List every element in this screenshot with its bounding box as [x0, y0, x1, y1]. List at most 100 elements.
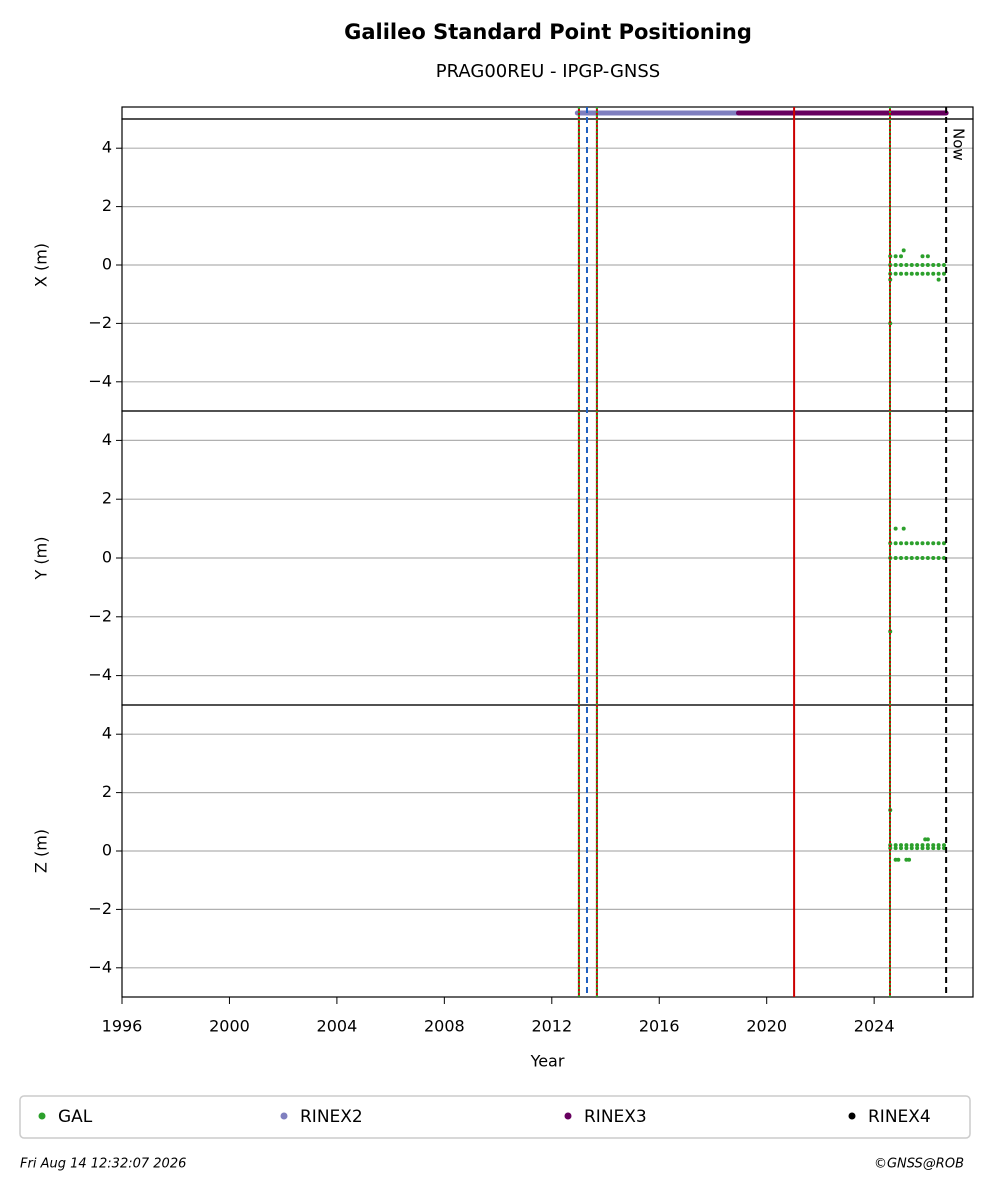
legend-marker: [280, 1112, 288, 1120]
data-point: [907, 857, 912, 862]
data-point: [893, 526, 898, 531]
x-tick-label: 1996: [102, 1017, 143, 1036]
data-point: [931, 846, 936, 851]
x-tick-label: 2024: [854, 1017, 895, 1036]
chart-title: Galileo Standard Point Positioning: [344, 20, 752, 44]
data-point: [920, 843, 925, 848]
y-tick-label: 4: [102, 724, 112, 743]
data-point: [904, 263, 909, 267]
data-point: [941, 843, 946, 848]
data-point: [893, 843, 898, 848]
data-point: [936, 843, 941, 848]
data-point: [893, 556, 898, 560]
data-point: [920, 271, 925, 276]
data-point: [925, 271, 930, 276]
x-tick-label: 2012: [531, 1017, 572, 1036]
copyright: ©GNSS@ROB: [874, 1157, 964, 1172]
data-point: [915, 556, 920, 560]
legend-label: GAL: [58, 1107, 93, 1127]
data-point: [941, 263, 946, 267]
y-tick-label: −2: [88, 313, 112, 332]
data-point: [896, 857, 901, 862]
data-point: [936, 263, 941, 267]
data-point: [909, 843, 914, 848]
data-point: [925, 254, 930, 259]
data-point: [941, 271, 946, 276]
data-point: [893, 846, 898, 851]
data-point: [899, 254, 904, 259]
data-point: [925, 846, 930, 851]
panel-frame: [121, 704, 974, 998]
y-tick-label: −4: [88, 371, 112, 390]
data-point: [931, 541, 936, 546]
x-tick-label: 2000: [209, 1017, 250, 1036]
x-tick-label: 2016: [639, 1017, 680, 1036]
data-point: [920, 541, 925, 546]
data-point: [899, 556, 904, 560]
data-point: [904, 556, 909, 560]
data-point: [936, 846, 941, 851]
data-point: [931, 263, 936, 267]
data-point: [901, 526, 906, 531]
data-point: [909, 271, 914, 276]
data-point: [931, 556, 936, 560]
data-point: [941, 846, 946, 851]
y-axis-label: X (m): [32, 243, 51, 287]
data-point: [936, 541, 941, 546]
legend-label: RINEX3: [584, 1107, 647, 1127]
data-point: [899, 263, 904, 267]
y-tick-label: −2: [88, 899, 112, 918]
x-tick-label: 2020: [746, 1017, 787, 1036]
y-tick-label: 4: [102, 138, 112, 157]
data-point: [925, 837, 930, 842]
data-point: [899, 843, 904, 848]
data-point: [893, 263, 898, 267]
data-point: [915, 541, 920, 546]
data-point: [893, 254, 898, 259]
data-point: [915, 846, 920, 851]
data-point: [893, 541, 898, 546]
legend-label: RINEX4: [868, 1107, 931, 1127]
data-point: [920, 556, 925, 560]
y-tick-label: 4: [102, 430, 112, 449]
x-axis-label: Year: [530, 1052, 565, 1071]
data-point: [925, 556, 930, 560]
data-point: [915, 263, 920, 267]
y-tick-label: 2: [102, 782, 112, 801]
data-point: [925, 541, 930, 546]
x-tick-label: 2008: [424, 1017, 465, 1036]
y-tick-label: 0: [102, 548, 112, 567]
timestamp: Fri Aug 14 12:32:07 2026: [20, 1157, 186, 1172]
y-tick-label: −4: [88, 957, 112, 976]
data-point: [909, 541, 914, 546]
y-tick-label: 0: [102, 255, 112, 274]
data-point: [909, 556, 914, 560]
data-point: [941, 556, 946, 560]
legend-marker: [38, 1112, 46, 1120]
data-point: [899, 541, 904, 546]
data-point: [936, 271, 941, 276]
y-axis-label: Y (m): [32, 537, 51, 581]
y-axis-label: Z (m): [32, 829, 51, 873]
data-point: [904, 846, 909, 851]
data-point: [925, 843, 930, 848]
now-label: Now: [950, 128, 968, 161]
data-point: [931, 271, 936, 276]
data-point: [904, 843, 909, 848]
legend-label: RINEX2: [300, 1107, 363, 1127]
data-point: [904, 271, 909, 276]
data-point: [904, 541, 909, 546]
data-point: [893, 271, 898, 276]
data-point: [920, 263, 925, 267]
y-tick-label: 0: [102, 841, 112, 860]
y-tick-label: 2: [102, 489, 112, 508]
data-point: [899, 271, 904, 276]
data-point: [899, 846, 904, 851]
legend-box: [19, 1095, 971, 1139]
chart-subtitle: PRAG00REU - IPGP-GNSS: [436, 61, 660, 82]
y-tick-label: −2: [88, 606, 112, 625]
data-point: [915, 843, 920, 848]
data-point: [920, 254, 925, 259]
data-point: [931, 843, 936, 848]
